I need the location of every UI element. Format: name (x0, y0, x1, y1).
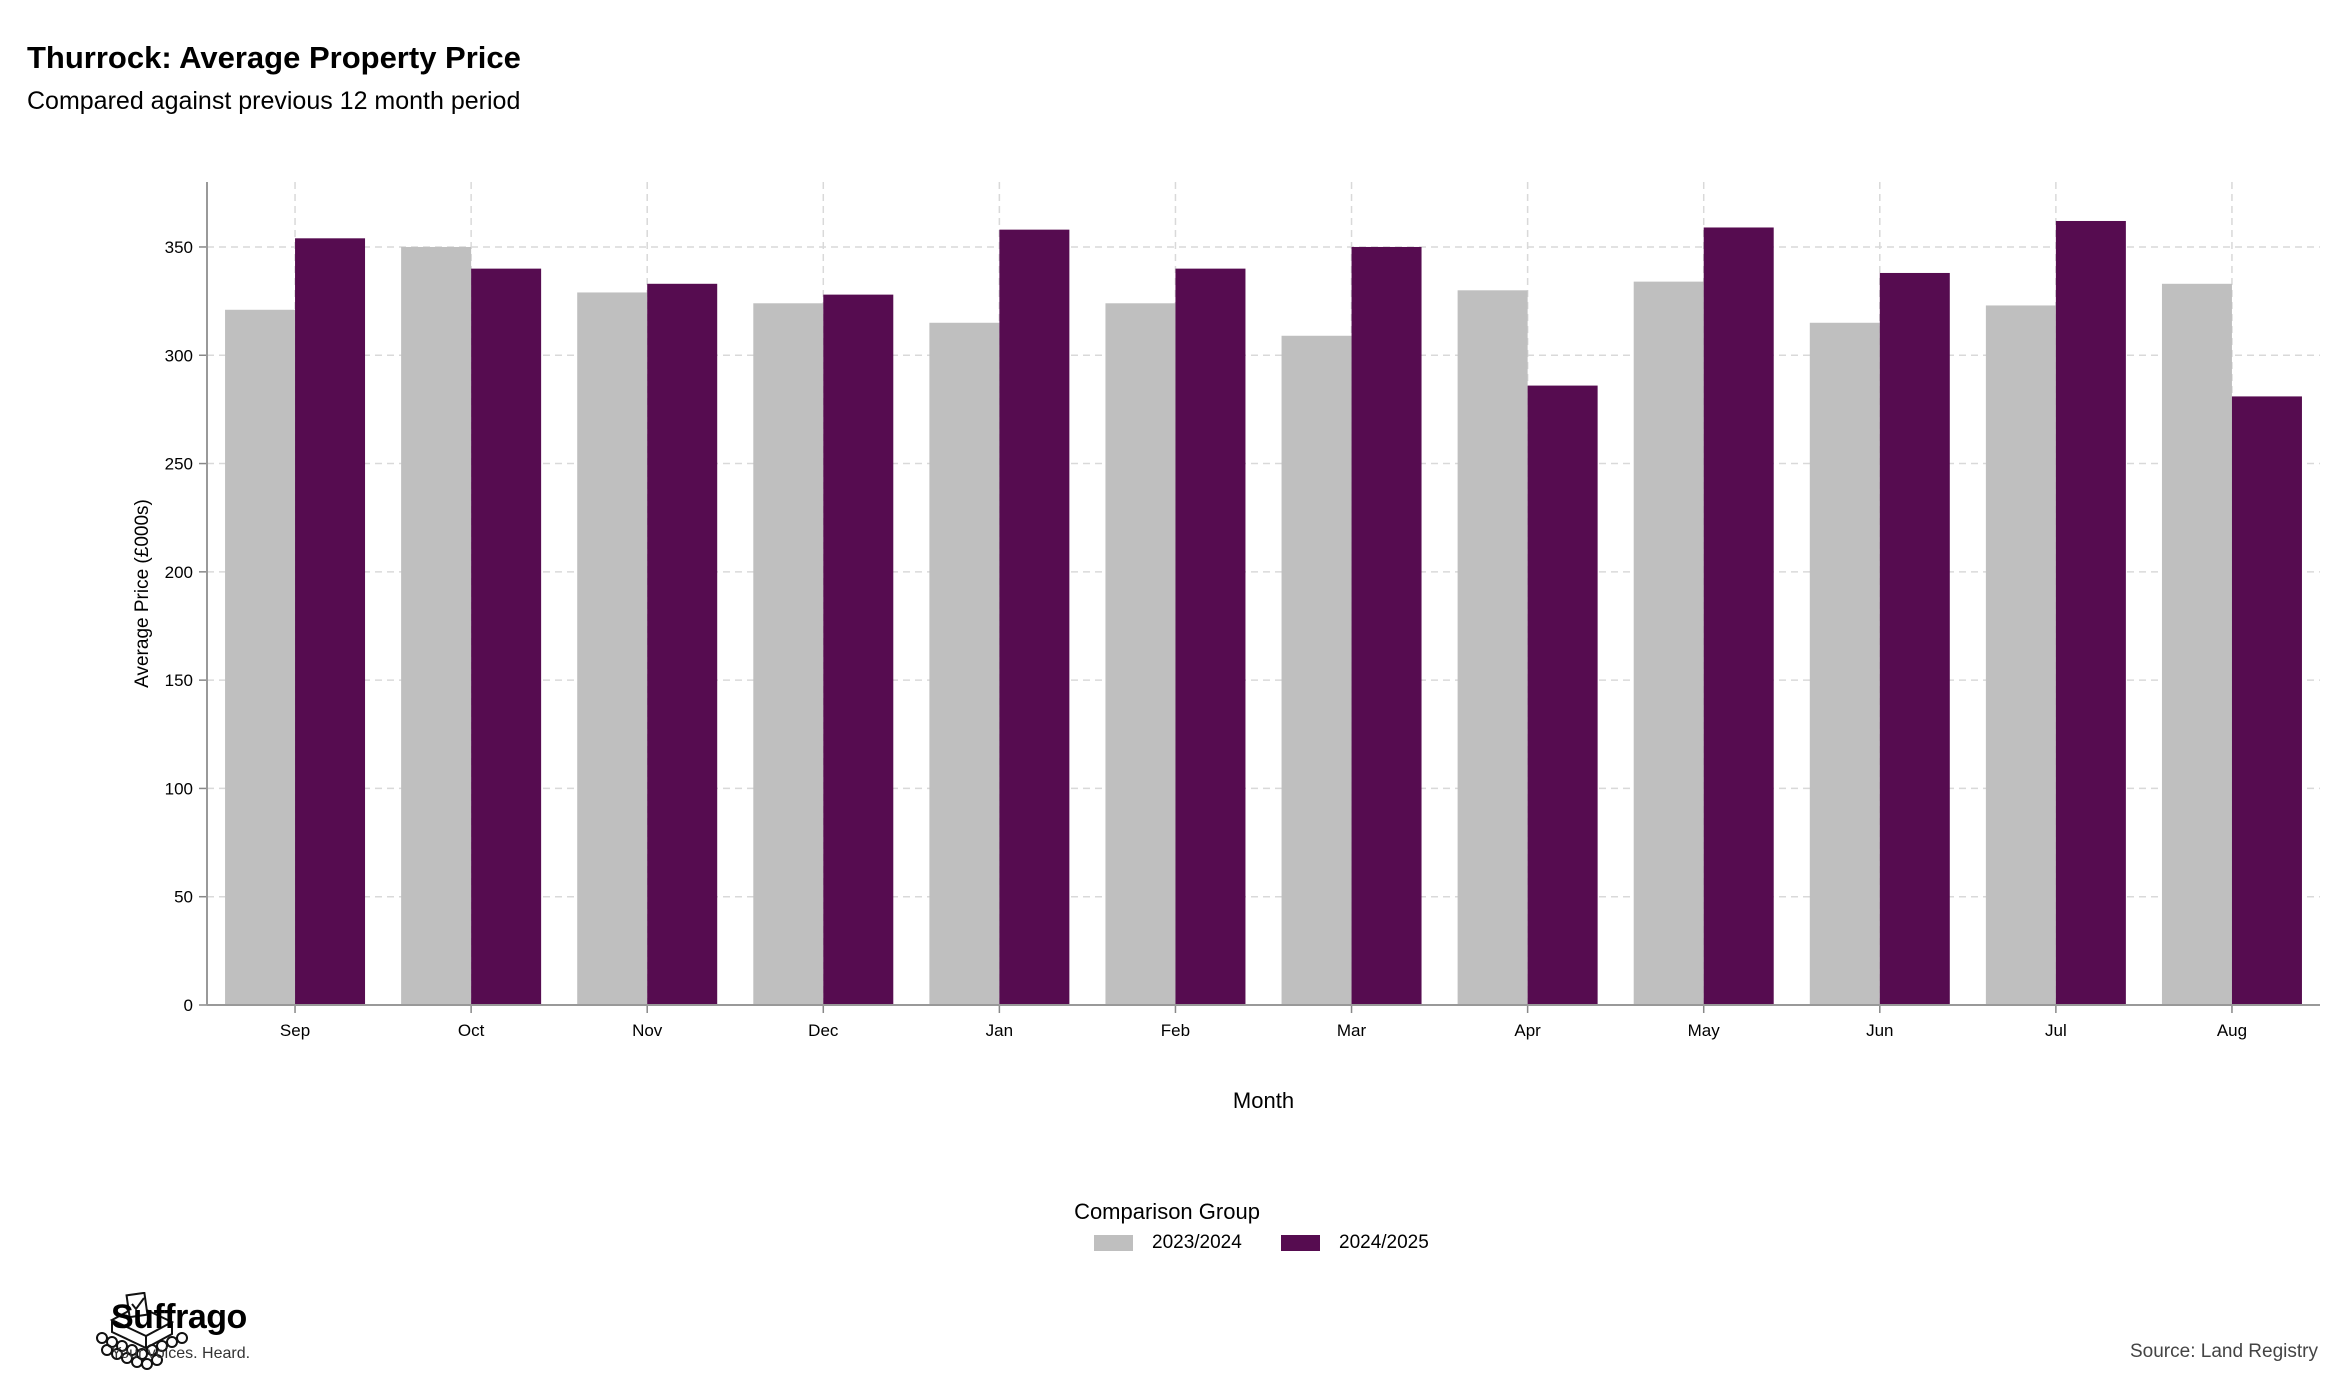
bar-oct-2024-2025 (471, 268, 542, 1005)
y-tick-label: 250 (165, 455, 193, 474)
x-tick-label: Jul (2045, 1021, 2067, 1040)
y-tick-label: 0 (184, 996, 193, 1015)
bar-feb-2024-2025 (1175, 268, 1246, 1005)
x-tick-label: Jun (1866, 1021, 1893, 1040)
legend-title: Comparison Group (1074, 1199, 1260, 1224)
bar-sep-2024-2025 (295, 238, 366, 1005)
bar-jul-2024-2025 (2055, 220, 2126, 1006)
bar-aug-2024-2025 (2231, 396, 2302, 1005)
bar-jan-2023-2024 (929, 322, 1000, 1005)
brand-tagline: Your voices. Heard. (111, 1345, 251, 1362)
legend-label-2023-2024: 2023/2024 (1152, 1232, 1242, 1253)
legend-swatch-2024-2025 (1281, 1235, 1320, 1251)
y-axis-label: Average Price (£000s) (132, 499, 153, 688)
x-tick-label: Oct (458, 1021, 485, 1040)
chart-subtitle: Compared against previous 12 month perio… (27, 87, 521, 115)
y-tick-label: 200 (165, 563, 193, 582)
bar-may-2023-2024 (1633, 281, 1704, 1005)
x-tick-label: Mar (1337, 1021, 1367, 1040)
legend-item-2024-2025: 2024/2025 (1281, 1232, 1429, 1254)
bar-jun-2023-2024 (1809, 322, 1880, 1005)
x-tick-label: Dec (808, 1021, 839, 1040)
source-note: Source: Land Registry (2130, 1341, 2318, 1362)
x-tick-label: Nov (632, 1021, 663, 1040)
x-tick-label: Aug (2217, 1021, 2247, 1040)
bar-feb-2023-2024 (1105, 303, 1176, 1006)
bar-jun-2024-2025 (1879, 272, 1950, 1006)
bar-apr-2024-2025 (1527, 385, 1598, 1005)
x-axis-label: Month (1233, 1088, 1294, 1113)
y-tick-label: 350 (165, 238, 193, 257)
bar-jan-2024-2025 (999, 229, 1070, 1006)
legend-swatch-2023-2024 (1094, 1235, 1133, 1251)
bar-chart: 0 50 100 150 200 250 300 350 Sep Oct Nov Dec Jan Feb M… (132, 182, 2320, 1113)
legend-label-2024-2025: 2024/2025 (1339, 1232, 1429, 1253)
bar-nov-2024-2025 (647, 283, 718, 1005)
bar-may-2024-2025 (1703, 227, 1774, 1006)
axes-layer: 0 50 100 150 200 250 300 350 Sep Oct Nov Dec Jan Feb M… (165, 182, 2320, 1040)
bar-apr-2023-2024 (1457, 290, 1528, 1006)
bar-jul-2023-2024 (1985, 305, 2056, 1005)
y-tick-label: 50 (174, 888, 193, 907)
x-tick-label: Sep (280, 1021, 310, 1040)
bar-sep-2023-2024 (225, 309, 296, 1005)
x-tick-label: Feb (1161, 1021, 1190, 1040)
bar-nov-2023-2024 (577, 292, 648, 1005)
bar-aug-2023-2024 (2161, 283, 2232, 1005)
legend-item-2023-2024: 2023/2024 (1094, 1232, 1242, 1254)
bars-layer (225, 220, 2302, 1006)
y-tick-label: 100 (165, 779, 193, 798)
ballot-box-icon (96, 1292, 188, 1370)
x-tick-label: May (1688, 1021, 1721, 1040)
bar-mar-2024-2025 (1351, 246, 1422, 1005)
x-tick-label: Apr (1514, 1021, 1541, 1040)
bar-mar-2023-2024 (1281, 335, 1352, 1005)
bar-dec-2023-2024 (753, 303, 824, 1006)
bar-oct-2023-2024 (401, 246, 472, 1005)
y-tick-label: 300 (165, 346, 193, 365)
bar-dec-2024-2025 (823, 294, 894, 1005)
y-tick-label: 150 (165, 671, 193, 690)
chart-title: Thurrock: Average Property Price (27, 40, 521, 75)
brand-name: Suffrago (111, 1298, 247, 1336)
x-tick-label: Jan (986, 1021, 1013, 1040)
